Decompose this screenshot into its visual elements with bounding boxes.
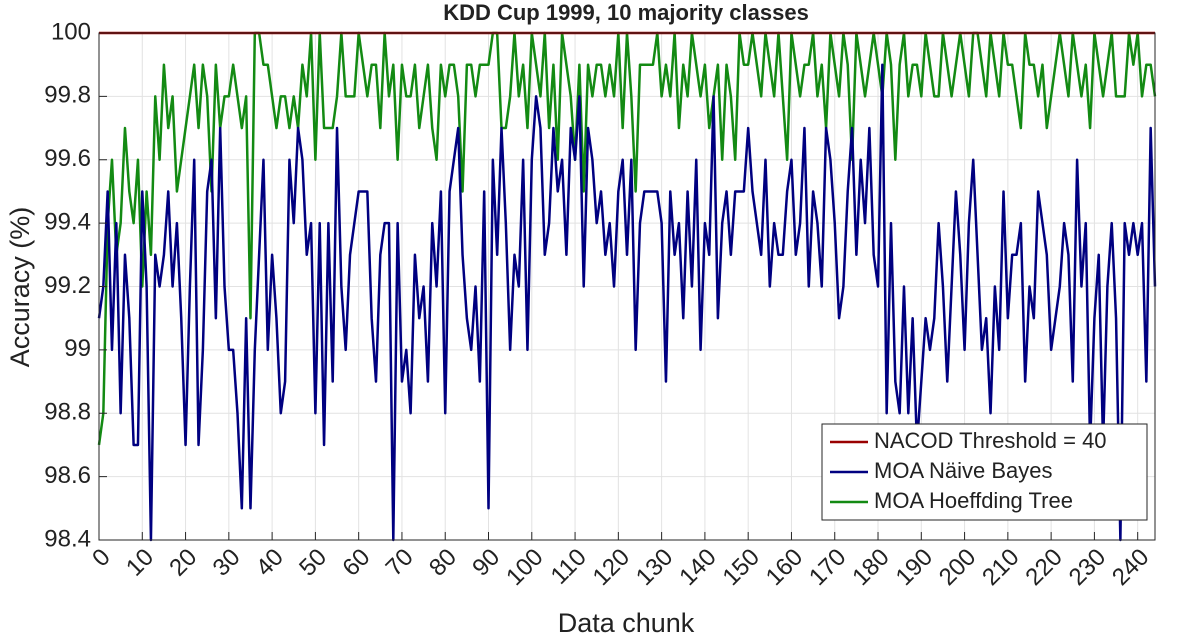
legend-label: MOA Hoeffding Tree [874, 488, 1073, 513]
legend-box [821, 423, 1148, 521]
series-line [97, 63, 1157, 542]
legend-label: NACOD Threshold = 40 [874, 428, 1107, 453]
y-tick-label: 99 [64, 335, 91, 362]
y-tick-label: 98.6 [44, 462, 91, 489]
y-tick-label: 99.8 [44, 82, 91, 109]
y-tick-label: 98.8 [44, 399, 91, 426]
plot-frame [98, 32, 1156, 541]
y-tick-label: 100 [51, 18, 91, 45]
y-tick-label: 99.6 [44, 145, 91, 172]
legend-label: MOA Näive Bayes [874, 458, 1053, 483]
y-axis-label: Accuracy (%) [5, 207, 35, 368]
legend: NACOD Threshold = 40 MOA Näive Bayes MOA H… [821, 423, 1148, 521]
y-tick-label: 98.4 [44, 525, 91, 552]
y-tick-label: 99.2 [44, 272, 91, 299]
chart-title: KDD Cup 1999, 10 majority classes [443, 0, 809, 25]
y-tick-label: 99.4 [44, 208, 91, 235]
x-axis-label: Data chunk [558, 608, 695, 638]
